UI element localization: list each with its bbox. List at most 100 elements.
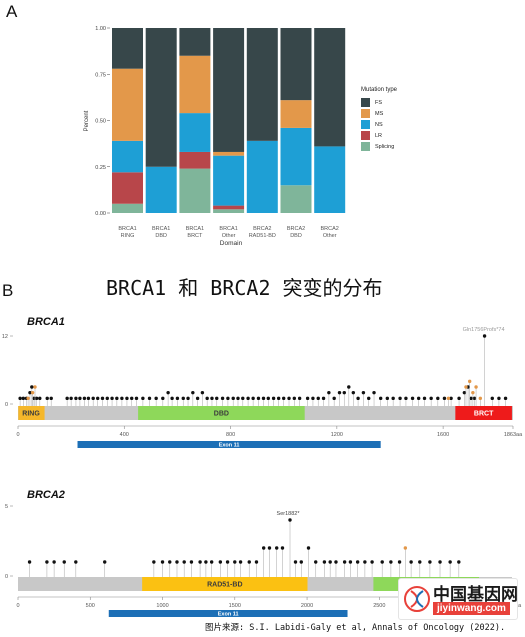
lollipop-orange: [403, 546, 408, 550]
lollipop: [27, 560, 32, 564]
legend-item-ms: MS: [361, 108, 394, 119]
lollipop-orange: [446, 396, 451, 401]
lollipop: [351, 390, 356, 395]
lollipop: [110, 396, 114, 401]
lollipop: [370, 560, 374, 564]
lollipop: [418, 560, 422, 564]
bar-segment-ns: [179, 113, 211, 152]
lollipop: [52, 560, 56, 564]
lollipop: [332, 396, 336, 401]
center-title: BRCA1 和 BRCA2 突变的分布: [106, 276, 383, 300]
bar-segment-splicing: [213, 209, 245, 213]
bar-segment-fs: [246, 28, 278, 141]
bar-segment-fs: [179, 28, 211, 56]
lollipop: [147, 396, 152, 401]
lollipop: [175, 560, 179, 564]
lollipop: [175, 396, 180, 401]
x-tick-label: 1500: [229, 603, 241, 609]
lollipop: [86, 396, 91, 401]
dna-icon: [404, 586, 430, 612]
y-tick-label: 0.25: [95, 165, 106, 171]
lollipop: [30, 385, 34, 389]
lollipop: [342, 390, 346, 395]
lollipop: [130, 396, 134, 401]
lollipop: [231, 396, 235, 401]
lollipop: [191, 390, 195, 395]
lollipop: [404, 396, 408, 401]
legend-label: Splicing: [375, 143, 395, 150]
y-tick-label: 12: [2, 334, 8, 340]
y-tick-label: 0.50: [95, 119, 106, 125]
lollipop: [409, 560, 413, 564]
stacked-bar-chart: 0.000.250.500.751.00PercentBRCA1RINGBRCA…: [84, 26, 346, 247]
bar-segment-ns: [112, 140, 143, 173]
bar-segment-ms: [112, 68, 143, 141]
lollipop: [314, 560, 318, 564]
x-tick-label: 2000: [301, 603, 313, 609]
watermark-logo: 中国基因网 jiyinwang.com: [398, 578, 518, 620]
x-tick-label: DBD: [290, 233, 302, 239]
legend-item-splicing: Splicing: [361, 141, 394, 152]
legend-swatch-fs: [361, 98, 370, 107]
lollipop: [49, 396, 53, 401]
lollipop-orange: [478, 396, 483, 401]
brca1-title: BRCA1: [27, 316, 65, 328]
lollipop: [225, 560, 230, 564]
legend-swatch-ns: [361, 120, 370, 129]
lollipop: [82, 396, 87, 401]
exon-bar: [108, 610, 348, 617]
bar-segment-fs: [314, 28, 346, 147]
lollipop: [385, 396, 390, 401]
lollipop: [282, 396, 286, 401]
lollipop: [238, 560, 243, 564]
legend-label: LR: [375, 132, 383, 139]
lollipop: [251, 396, 255, 401]
x-tick-label: BRCA1: [219, 226, 237, 232]
lollipop: [367, 396, 371, 401]
legend-swatch-ms: [361, 109, 370, 118]
legend: FS MS NS LR Splicing: [361, 97, 394, 152]
lollipop: [69, 396, 73, 401]
x-tick-label: 500: [86, 603, 95, 609]
bar-segment-ns: [314, 146, 346, 213]
lollipop: [497, 396, 501, 401]
lollipop: [233, 560, 237, 564]
lollipop: [503, 396, 508, 401]
legend-title: Mutation type: [361, 87, 398, 93]
x-tick-label: Other: [323, 233, 337, 239]
lollipop: [469, 396, 473, 401]
lollipop: [134, 396, 139, 401]
lollipop: [299, 560, 303, 564]
lollipop: [120, 396, 124, 401]
legend-label: FS: [375, 99, 383, 106]
legend-item-lr: LR: [361, 130, 394, 141]
bar-segment-fs: [145, 28, 177, 167]
x-tick-label: 0: [16, 603, 19, 609]
domain-dbd: [138, 406, 305, 420]
lollipop-orange: [467, 379, 472, 384]
lollipop: [261, 396, 266, 401]
legend-swatch-lr: [361, 131, 370, 140]
bar-segment-splicing: [179, 168, 211, 213]
lollipop: [215, 396, 219, 401]
lollipop: [125, 396, 129, 401]
y-tick-label: 5: [5, 504, 8, 510]
y-axis-label: Percent: [84, 110, 90, 131]
lollipop-orange: [471, 390, 475, 395]
domain-rad51-bd: [142, 577, 308, 591]
lollipop: [297, 396, 302, 401]
lollipop: [288, 518, 292, 522]
lollipop: [436, 396, 440, 401]
lollipop: [65, 396, 69, 401]
legend-label: MS: [375, 110, 384, 117]
lollipop: [271, 396, 276, 401]
lollipop: [209, 560, 214, 564]
lollipop: [337, 390, 342, 395]
lollipop-orange: [26, 396, 30, 401]
lollipop: [347, 385, 351, 389]
lollipop: [276, 396, 281, 401]
domain-ring: [18, 406, 45, 420]
lollipop: [356, 396, 360, 401]
x-tick-label: 1200: [331, 432, 343, 438]
